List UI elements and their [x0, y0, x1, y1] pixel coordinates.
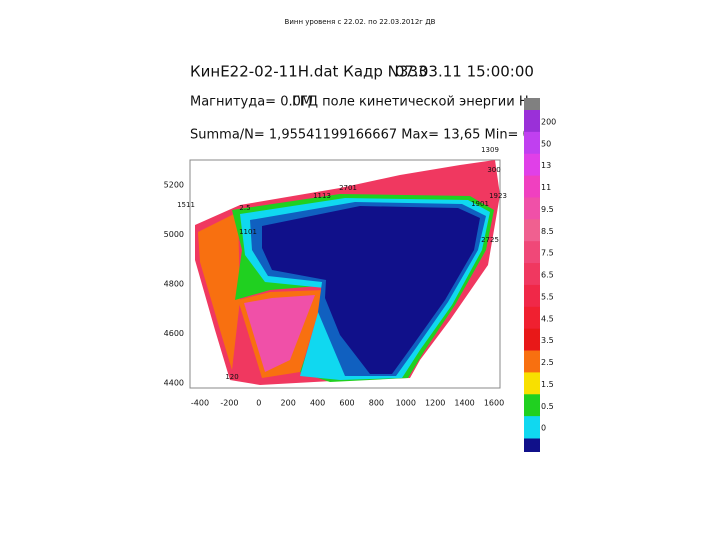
- station-label: 1309: [481, 146, 499, 154]
- y-tick-label: 4800: [164, 280, 184, 289]
- colorbar-label: 50: [541, 139, 551, 148]
- colorbar-label: 200: [541, 118, 556, 127]
- colorbar-label: 3.5: [541, 336, 554, 345]
- region: [262, 206, 480, 374]
- map: [189, 159, 501, 389]
- station-label: 1511: [177, 201, 195, 209]
- y-tick-label: 5200: [164, 181, 184, 190]
- summary: Summa/N= 1,95541199166667 Max= 13,65 Min…: [190, 128, 531, 143]
- y-tick-label: 5000: [164, 230, 184, 239]
- colorbar-swatch: [524, 110, 540, 133]
- x-tick-label: 400: [310, 399, 325, 408]
- region: [244, 295, 315, 372]
- colorbar-cap: [524, 98, 540, 110]
- colorbar-label: 6.5: [541, 271, 554, 280]
- x-tick-label: -200: [220, 399, 238, 408]
- station-label: 2725: [481, 236, 499, 244]
- colorbar-swatch: [524, 306, 540, 330]
- field-name: ГГД поле кинетической энергии Н.: [292, 95, 533, 110]
- colorbar-swatch: [524, 219, 540, 242]
- station-label: 2701: [339, 184, 357, 192]
- colorbar-swatch: [524, 416, 540, 439]
- x-tick-label: 1000: [396, 399, 416, 408]
- magnitude: Магнитуда= 0.0М: [190, 95, 312, 110]
- station-label: 1113: [313, 192, 331, 200]
- datetime: 07.03.11 15:00:00: [395, 63, 534, 81]
- colorbar-label: 0.5: [541, 402, 554, 411]
- colorbar-cap: [524, 438, 540, 452]
- colorbar-swatch: [524, 394, 540, 417]
- colorbar-swatch: [524, 284, 540, 308]
- region: [198, 212, 240, 370]
- station-label: 2.5: [239, 204, 250, 212]
- x-tick-label: 1600: [484, 399, 504, 408]
- station-label: 1101: [239, 228, 257, 236]
- x-tick-label: -400: [191, 399, 209, 408]
- x-tick-label: 1200: [425, 399, 445, 408]
- y-tick-label: 4400: [164, 379, 184, 388]
- colorbar-label: 2.5: [541, 358, 554, 367]
- colorbar-swatch: [524, 175, 540, 198]
- colorbar-label: 11: [541, 183, 551, 192]
- station-label: 300: [487, 166, 500, 174]
- colorbar-swatch: [524, 153, 540, 177]
- x-tick-label: 200: [281, 399, 296, 408]
- colorbar-swatch: [524, 131, 540, 155]
- colorbar-label: 9.5: [541, 205, 554, 214]
- station-label: 1901: [471, 200, 489, 208]
- colorbar-label: 1.5: [541, 380, 554, 389]
- colorbar-label: 7.5: [541, 249, 554, 258]
- file-title: КинЕ22-02-11Н.dat Кадр N333: [190, 63, 428, 81]
- station-label: 120: [225, 373, 238, 381]
- caption: Винн уровеня с 22.02. по 22.03.2012г ДВ: [285, 18, 436, 26]
- colorbar-swatch: [524, 263, 540, 286]
- colorbar-label: 4.5: [541, 314, 554, 323]
- colorbar-swatch: [524, 350, 540, 373]
- x-tick-label: 0: [256, 399, 261, 408]
- colorbar-label: 0: [541, 424, 546, 433]
- colorbar-label: 13: [541, 161, 551, 170]
- x-tick-label: 1400: [454, 399, 474, 408]
- colorbar-swatch: [524, 328, 540, 352]
- colorbar-label: 5.5: [541, 292, 554, 301]
- x-tick-label: 600: [339, 399, 354, 408]
- colorbar-swatch: [524, 241, 540, 264]
- colorbar-swatch: [524, 197, 540, 220]
- station-label: 1923: [489, 192, 507, 200]
- colorbar-label: 8.5: [541, 227, 554, 236]
- x-tick-label: 800: [369, 399, 384, 408]
- y-tick-label: 4600: [164, 329, 184, 338]
- colorbar-swatch: [524, 372, 540, 395]
